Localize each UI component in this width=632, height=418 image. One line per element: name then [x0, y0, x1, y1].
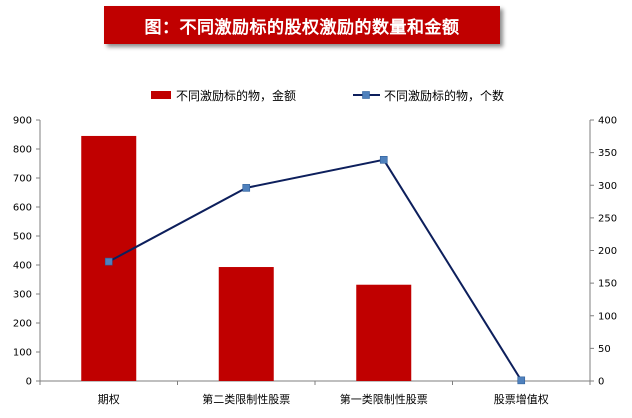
line-path	[108, 158, 523, 381]
y-tick-label-left: 700	[13, 174, 32, 185]
legend: 不同激励标的物，金额 不同激励标的物，个数	[151, 88, 504, 103]
y-tick-label-left: 800	[13, 145, 32, 156]
legend-bar-label: 不同激励标的物，金额	[176, 88, 296, 103]
line-point	[379, 156, 388, 164]
legend-line-label: 不同激励标的物，个数	[384, 88, 504, 103]
x-tick-label: 期权	[98, 393, 120, 406]
y-tick-label-right: 0	[598, 377, 604, 388]
line-point	[104, 257, 113, 266]
line-point	[517, 376, 526, 385]
x-tick-label: 股票增值权	[494, 392, 549, 406]
legend-line-marker	[362, 91, 370, 99]
y-tick-label-right: 100	[598, 311, 617, 322]
y-tick-label-left: 900	[13, 116, 32, 127]
line-series	[104, 156, 526, 385]
y-tick-label-right: 400	[598, 116, 617, 127]
y-tick-label-right: 50	[598, 344, 611, 355]
y-tick-label-left: 0	[26, 377, 32, 388]
y-tick-label-right: 150	[598, 279, 617, 290]
y-tick-label-left: 600	[13, 203, 32, 214]
line-point	[242, 184, 251, 192]
x-tick-label: 第二类限制性股票	[202, 392, 290, 406]
chart-title-banner: 图：不同激励标的股权激励的数量和金额	[104, 6, 500, 44]
y-tick-label-right: 300	[598, 181, 617, 192]
y-tick-label-right: 200	[598, 246, 617, 257]
chart-title: 图：不同激励标的股权激励的数量和金额	[144, 17, 460, 38]
x-tick-label: 第一类限制性股票	[340, 392, 428, 406]
legend-bar-swatch	[151, 91, 171, 99]
y-tick-label-left: 400	[13, 261, 32, 272]
axes: 0 100 200 300 400 500 600 700 800 900 0 50 100 150 200…	[13, 116, 617, 407]
y-tick-label-left: 500	[13, 232, 32, 243]
bar	[356, 284, 412, 381]
y-tick-label-left: 300	[13, 290, 32, 301]
y-tick-label-left: 100	[13, 348, 32, 359]
y-tick-label-right: 350	[598, 148, 617, 159]
y-tick-label-left: 200	[13, 319, 32, 330]
bars	[81, 135, 412, 381]
bar	[218, 267, 274, 381]
y-tick-label-right: 250	[598, 213, 617, 224]
